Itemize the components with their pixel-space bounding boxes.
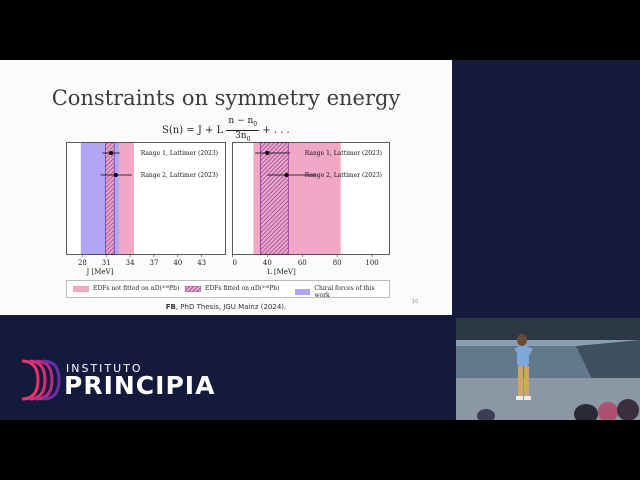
tick-label: 37 [149,259,158,267]
legend-swatch-pink [73,285,89,292]
tick-label: 31 [102,259,111,267]
slide-citation: FB, PhD Thesis, JGU Mainz (2024). [0,303,452,311]
x-axis-label: L [MeV] [267,268,296,276]
tick-label: 80 [333,259,342,267]
legend-swatch-purple [295,289,311,295]
presentation-slide: Constraints on symmetry energy S(n) = J … [0,60,452,315]
plot-frame [66,142,226,255]
legend-label: Chiral forces of this work [314,285,375,299]
chart-legend: EDFs not fitted on αD(²⁰⁸Pb) EDFs fitted… [66,280,390,299]
speaker-scene-icon [456,318,640,420]
l-interval-chart: Range 1, Lattimer (2023) Range 2, Lattime… [232,142,390,276]
tick-label: 60 [298,259,307,267]
letterbox-bottom [0,420,640,480]
tick-label: 100 [365,259,378,267]
citation-author: FB [165,303,176,311]
legend-label: EDFs not fitted on αD(²⁰⁸Pb) [93,285,180,292]
band [260,142,289,255]
formula-denominator: 3n [235,130,247,141]
legend-item-edfs-not-fitted: EDFs not fitted on αD(²⁰⁸Pb) [73,285,179,292]
logo-main-word: PRINCIPIA [64,371,216,400]
formula-numerator-sub: 0 [253,120,258,128]
formula-fraction: n − n0 3n0 [226,116,260,145]
legend-item-edfs-fitted: EDFs fitted on αD(²⁰⁸Pb) [185,285,279,292]
j-interval-chart: Range 1, Lattimer (2023) Range 2, Lattime… [66,142,226,276]
point-label: Range 2, Lattimer (2023) [141,172,218,179]
slide-title: Constraints on symmetry energy [51,86,401,110]
data-point [284,173,289,177]
legend-label: EDFs fitted on αD(²⁰⁸Pb) [205,285,280,292]
x-axis-label: J [MeV] [85,268,113,276]
data-point [265,151,270,155]
plot-frame [232,142,390,255]
slide-page-number: 10 [412,299,419,305]
tick-label: 40 [173,259,182,267]
letterbox-top [0,0,640,60]
formula-numerator: n − n [228,116,254,126]
citation-text: , PhD Thesis, JGU Mainz (2024). [175,303,287,311]
formula-denominator-sub: 0 [246,135,251,143]
legend-item-chiral: Chiral forces of this work [295,285,389,299]
logo-mark-icon [21,359,61,401]
band [118,142,135,255]
tick-label: 28 [78,259,87,267]
logo-top-word: INSTITUTO [66,362,143,375]
formula-lhs: S(n) = J + L [162,124,224,136]
point-label: Range 1, Lattimer (2023) [141,150,218,157]
tick-label: 34 [126,259,135,267]
legend-swatch-hatched [185,285,201,292]
speaker-camera-view [456,318,640,420]
data-point [109,151,114,155]
point-label: Range 2, Lattimer (2023) [305,172,382,179]
band [105,142,115,255]
data-point [113,173,118,177]
tick-label: 43 [197,259,206,267]
tick-label: 40 [263,259,272,267]
tick-label: 20 [232,259,237,267]
formula-tail: + . . . [262,124,290,136]
symmetry-energy-formula: S(n) = J + L n − n0 3n0 + . . . [162,116,290,145]
point-label: Range 1, Lattimer (2023) [305,150,382,157]
